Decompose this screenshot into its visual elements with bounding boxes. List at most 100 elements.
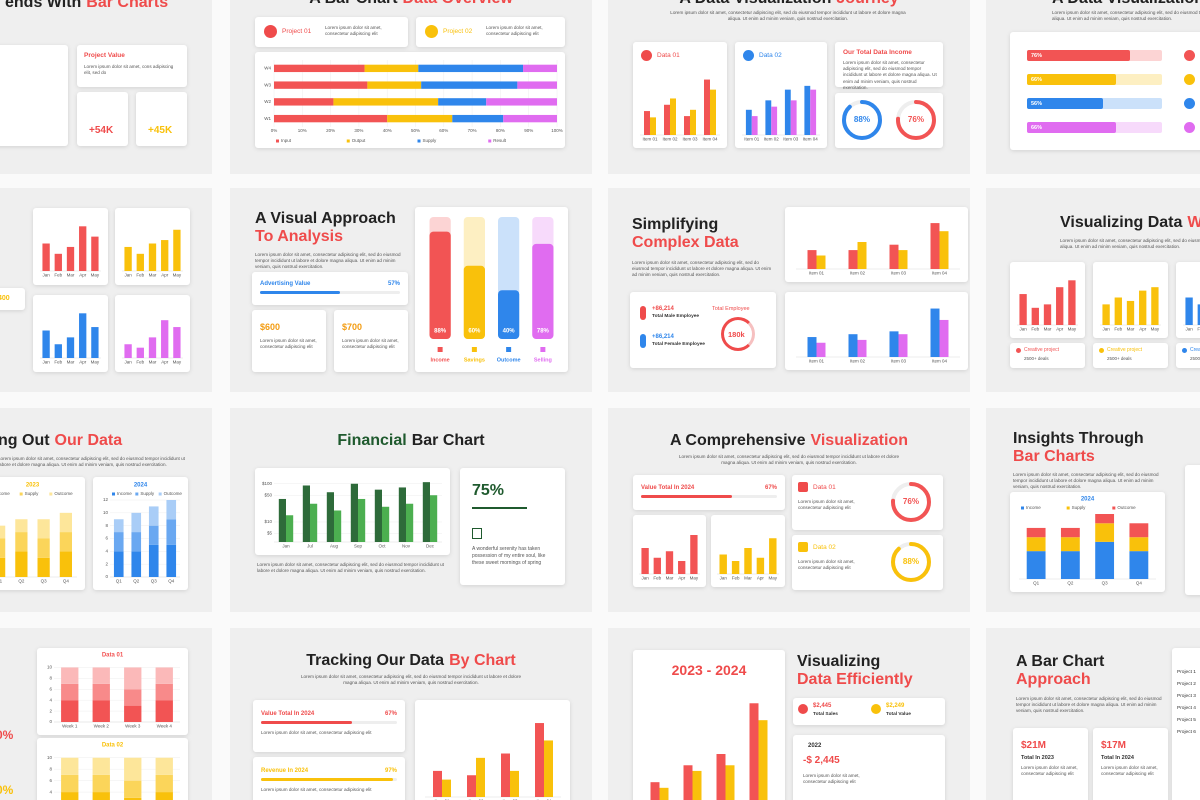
- y-tick-label: 8: [49, 766, 52, 771]
- x-tick-label: May: [690, 576, 699, 581]
- title-part: A Comprehensive: [670, 432, 806, 449]
- x-tick-label: Item 01: [809, 359, 825, 364]
- x-tick-label: 60%: [439, 128, 448, 133]
- x-tick-label: Mar: [1127, 327, 1135, 332]
- bar: [898, 250, 908, 269]
- bar: [765, 100, 772, 135]
- text: Total Employee: [712, 306, 750, 312]
- bar: [683, 765, 693, 800]
- y-tick-label: $10: [264, 519, 272, 524]
- title-part: Journey: [836, 0, 898, 7]
- bar: [653, 557, 661, 574]
- x-tick-label: Mar: [149, 273, 157, 278]
- card: [416, 17, 565, 47]
- bar-segment: [1129, 523, 1149, 538]
- bar-segment: [155, 683, 173, 701]
- card: [1010, 343, 1085, 368]
- bar-chart: Item 01 Item 02 Item 03 Item 04: [425, 723, 561, 800]
- text: -$ 2,445: [803, 755, 840, 766]
- x-tick-label: Week 3: [125, 724, 141, 729]
- y-tick-label: $50: [264, 492, 272, 497]
- bar: [659, 787, 669, 800]
- x-tick-label: Q1: [1033, 581, 1040, 586]
- donut-label: 88%: [903, 557, 919, 566]
- x-tick-label: Jan: [282, 544, 290, 549]
- y-tick-label: 2: [105, 561, 108, 566]
- donut: 76%: [891, 482, 931, 522]
- rule: [472, 507, 527, 509]
- bar-chart: Item 01 Item 02 Item 03 Item 04: [796, 223, 960, 276]
- bar: [1197, 304, 1200, 325]
- y-tick-label: 4: [105, 549, 108, 554]
- bar: [756, 557, 765, 574]
- bar: [807, 337, 817, 357]
- slide-title: Financial Bar Chart: [230, 432, 592, 450]
- legend-swatch: [49, 492, 53, 496]
- body-text: Lorem ipsum dolor sit amet, consectetur …: [798, 499, 855, 511]
- x-tick-label: Feb: [54, 360, 62, 365]
- bar: [350, 483, 358, 542]
- x-tick-label: Q1: [116, 579, 123, 584]
- bar-chart: Jan Feb Mar Apr May: [717, 538, 779, 581]
- slide-title: A Bar Chart Approach: [1016, 653, 1104, 690]
- bar: [161, 320, 169, 358]
- card: [1176, 343, 1200, 368]
- bar: [771, 106, 778, 135]
- chart-title: 2023: [26, 483, 40, 489]
- slide-title: Insights Through Bar Charts: [1013, 430, 1144, 467]
- title-part: Insights Through: [1013, 430, 1144, 447]
- x-tick-label: 90%: [524, 128, 533, 133]
- tab-icon: [425, 25, 438, 38]
- project-deals: 2500+ deals: [1190, 356, 1200, 361]
- x-tick-label: Apr: [1139, 327, 1147, 332]
- bar-chart: Jan Feb Mar Apr May: [40, 226, 101, 278]
- body-text: Lorem ipsum dolor sit amet, consectetur …: [1013, 472, 1159, 490]
- card: [835, 42, 943, 87]
- title-part: A Bar Chart: [309, 0, 397, 7]
- x-tick-label: Jan: [42, 273, 50, 278]
- slide: 400 Jan Feb Mar Apr May Jan Feb Mar Apr May Jan Feb M…: [0, 188, 212, 392]
- bar: [79, 313, 87, 358]
- bar: [1031, 307, 1039, 325]
- bar-chart: Jan Feb Mar Apr May: [1100, 287, 1161, 332]
- title-part: Bar Chart: [411, 432, 485, 449]
- progress-bar: [260, 291, 340, 294]
- value-label: 40%: [503, 329, 516, 335]
- bar: [816, 255, 826, 269]
- donut-arc: [842, 100, 882, 140]
- x-tick-label: Q3: [1102, 581, 1109, 586]
- bar-chart: Jan Feb Mar Apr May: [40, 313, 101, 365]
- progress-label: Value Total In 2024: [261, 711, 315, 717]
- bar-segment: [148, 525, 159, 545]
- title-part: To Analysis: [255, 228, 344, 246]
- title-part: Data Efficiently: [797, 671, 913, 689]
- bar-segment: [59, 532, 72, 552]
- bar: [544, 740, 553, 797]
- bar-segment: [421, 81, 518, 89]
- body-text: Lorem ipsum dolor sit amet, consectetur …: [257, 562, 444, 574]
- bar: [54, 253, 62, 271]
- bar-segment: [124, 667, 142, 690]
- bar-segment: [37, 557, 50, 577]
- text: 400: [0, 295, 10, 302]
- x-tick-label: Jan: [1185, 327, 1193, 332]
- bar: [429, 231, 451, 339]
- body-text: Lorem ipsum dolor sit amet, consectetur …: [342, 338, 399, 350]
- bar-segment: [124, 797, 142, 800]
- x-tick-label: Mar: [1044, 327, 1052, 332]
- bar: [670, 98, 676, 135]
- bar: [286, 515, 294, 542]
- bar: [334, 510, 342, 542]
- title-part: ends With: [5, 0, 82, 11]
- bar-segment: [1026, 551, 1046, 579]
- body-text: Lorem ipsum dolor sit amet, consectetur …: [632, 260, 772, 278]
- card-icon: [798, 482, 808, 492]
- x-tick-label: Item 01: [809, 271, 825, 276]
- bar-segment: [131, 512, 142, 533]
- donut-label: 76%: [908, 115, 924, 124]
- bar-chart: Jan Feb Mar Apr May: [639, 535, 700, 581]
- body-text: Lorem ipsum dolor sit amet, consectetur …: [678, 454, 900, 466]
- x-tick-label: Item 02: [850, 359, 866, 364]
- slide-title: Visualizing Data Efficiently: [797, 653, 913, 690]
- bar-segment: [92, 757, 110, 775]
